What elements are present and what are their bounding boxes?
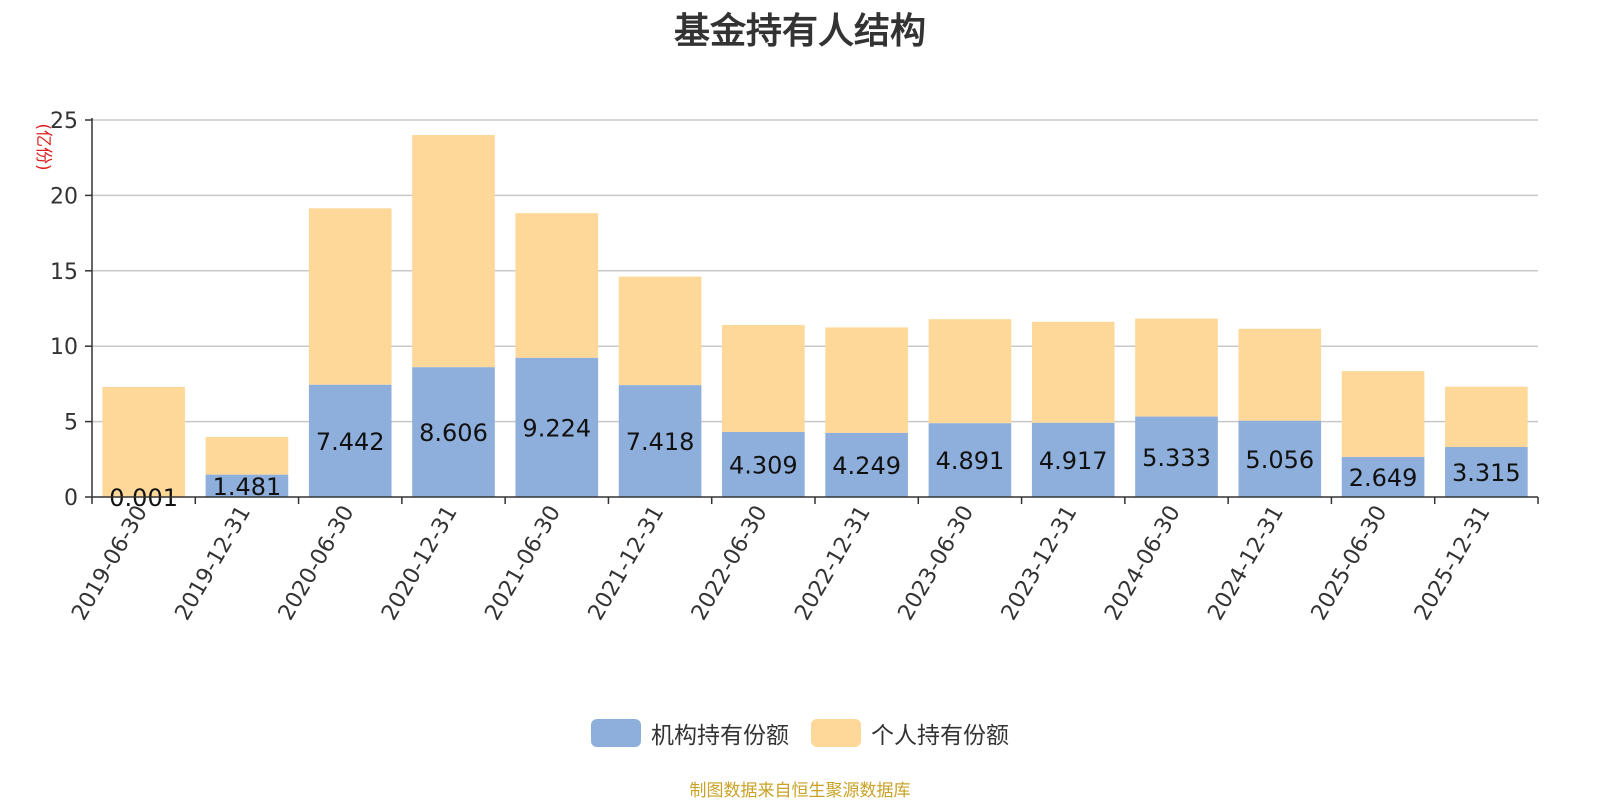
data-label-institutional: 5.333: [1142, 444, 1211, 472]
y-tick-label: 5: [64, 411, 78, 436]
bar-individual: [102, 387, 185, 497]
x-tick-label: 2023-12-31: [997, 502, 1083, 625]
bar-individual: [309, 208, 392, 384]
data-label-institutional: 7.442: [316, 428, 385, 456]
x-tick-label: 2019-12-31: [171, 502, 257, 625]
bar-individual: [1135, 319, 1218, 417]
y-tick-label: 0: [64, 486, 78, 511]
x-tick-label: 2023-06-30: [894, 502, 980, 625]
data-label-institutional: 4.891: [936, 447, 1005, 475]
data-label-institutional: 7.418: [626, 428, 695, 456]
legend-swatch-individual: [811, 719, 861, 747]
y-tick-label: 25: [50, 109, 78, 134]
bar-individual: [1445, 387, 1528, 447]
bar-individual: [412, 135, 495, 367]
bar-individual: [722, 325, 805, 432]
legend-item-institutional[interactable]: 机构持有份额: [591, 716, 789, 750]
x-tick-label: 2019-06-30: [67, 502, 153, 625]
data-label-institutional: 4.917: [1039, 447, 1108, 475]
data-label-institutional: 0.001: [109, 484, 178, 512]
bar-individual: [929, 319, 1012, 423]
bar-individual: [1342, 371, 1425, 457]
bar-individual: [515, 213, 598, 358]
data-label-institutional: 2.649: [1349, 464, 1418, 492]
bar-individual: [206, 437, 289, 475]
legend-label-institutional: 机构持有份额: [651, 716, 789, 750]
x-tick-label: 2022-06-30: [687, 502, 773, 625]
legend-swatch-institutional: [591, 719, 641, 747]
bar-individual: [825, 327, 908, 433]
x-tick-label: 2024-12-31: [1203, 502, 1289, 625]
data-label-institutional: 4.309: [729, 452, 798, 480]
y-tick-label: 10: [50, 335, 78, 360]
source-note: 制图数据来自恒生聚源数据库: [0, 776, 1600, 801]
legend: 机构持有份额 个人持有份额: [0, 716, 1600, 750]
x-tick-label: 2025-06-30: [1307, 502, 1393, 625]
legend-label-individual: 个人持有份额: [871, 716, 1009, 750]
bar-individual: [1032, 322, 1115, 423]
bar-individual: [1238, 329, 1321, 421]
x-tick-label: 2025-12-31: [1410, 502, 1496, 625]
x-tick-label: 2020-06-30: [274, 502, 360, 625]
x-tick-label: 2022-12-31: [790, 502, 876, 625]
bar-individual: [619, 277, 702, 386]
legend-item-individual[interactable]: 个人持有份额: [811, 716, 1009, 750]
data-label-institutional: 8.606: [419, 419, 488, 447]
data-label-institutional: 3.315: [1452, 459, 1521, 487]
data-label-institutional: 9.224: [522, 414, 591, 442]
y-tick-label: 20: [50, 184, 78, 209]
data-label-institutional: 5.056: [1245, 446, 1314, 474]
x-tick-label: 2020-12-31: [377, 502, 463, 625]
y-tick-label: 15: [50, 260, 78, 285]
data-label-institutional: 4.249: [832, 452, 901, 480]
y-axis-unit-label: (亿份): [33, 123, 53, 170]
x-tick-label: 2024-06-30: [1100, 502, 1186, 625]
x-tick-label: 2021-12-31: [584, 502, 670, 625]
x-tick-label: 2021-06-30: [480, 502, 566, 625]
